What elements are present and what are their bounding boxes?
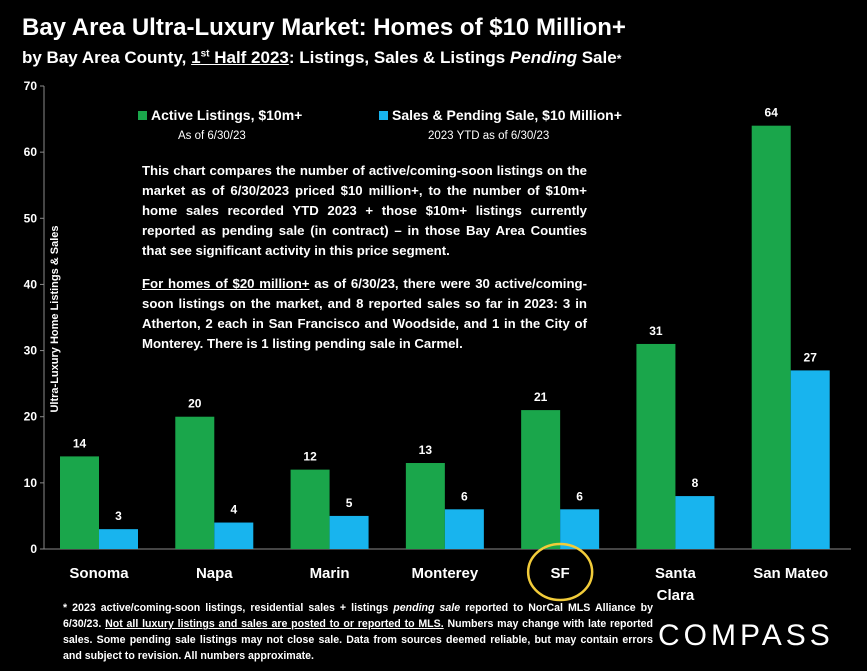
bar-active (636, 343, 676, 549)
y-tick-label: 60 (24, 145, 38, 159)
annotation-underlined: For homes of $20 million+ (142, 276, 310, 291)
footnote-c: reported to NorCal MLS Alliance by 6/30/… (63, 602, 653, 630)
chart-title: Bay Area Ultra-Luxury Market: Homes of $… (22, 14, 626, 41)
x-tick-label: Santa (655, 565, 697, 582)
y-tick-label: 70 (24, 79, 38, 93)
data-label: 31 (649, 324, 663, 338)
y-tick-label: 20 (24, 410, 38, 424)
data-label: 6 (576, 489, 583, 503)
data-label: 3 (115, 509, 122, 523)
annotation-paragraph-2: For homes of $20 million+ as of 6/30/23,… (142, 274, 587, 354)
bar-sales (790, 370, 830, 549)
annotation-paragraph-1: This chart compares the number of active… (142, 163, 587, 258)
legend-note-sales: 2023 YTD as of 6/30/23 (428, 130, 550, 142)
bar-active (60, 456, 99, 549)
y-tick-label: 30 (24, 344, 38, 358)
x-tick-label: San Mateo (753, 565, 828, 582)
x-tick-label: Marin (310, 565, 350, 582)
data-label: 27 (804, 350, 818, 364)
data-label: 14 (73, 436, 87, 450)
bar-active (290, 469, 330, 549)
bar-sales (214, 522, 254, 549)
data-label: 13 (419, 443, 433, 457)
data-label: 8 (692, 476, 699, 490)
data-label: 64 (765, 106, 779, 120)
bar-sales (329, 515, 369, 549)
bar-sales (675, 496, 715, 549)
subtitle-asterisk: * (616, 52, 622, 66)
subtitle-half-num: 1 (191, 48, 201, 67)
data-label: 20 (188, 397, 202, 411)
legend-label-sales: Sales & Pending Sale, $10 Million+ (392, 107, 622, 123)
subtitle-half-sup: st (200, 48, 210, 60)
legend-swatch-active (138, 110, 147, 120)
annotation-text: This chart compares the number of active… (142, 161, 587, 367)
footnote-b: pending sale (393, 602, 461, 614)
bar-active (521, 410, 561, 549)
bar-sales (560, 509, 600, 549)
subtitle-part2: : Listings, Sales & Listings (288, 48, 510, 67)
x-tick-label: SF (551, 565, 570, 582)
bar-active (175, 416, 215, 549)
x-tick-label: Sonoma (69, 565, 129, 582)
x-tick-label: Clara (657, 587, 695, 604)
bar-active (751, 125, 791, 549)
bar-sales (444, 509, 484, 549)
y-tick-label: 10 (24, 476, 38, 490)
data-label: 21 (534, 390, 548, 404)
data-label: 4 (230, 503, 237, 517)
subtitle-half-rest: Half 2023 (209, 48, 289, 67)
y-tick-label: 0 (30, 542, 37, 556)
x-tick-label: Monterey (412, 565, 479, 582)
compass-logo: COMPASS (658, 619, 834, 652)
subtitle-part3: Sale (576, 48, 617, 67)
footnote: * 2023 active/coming-soon listings, resi… (63, 600, 653, 664)
data-label: 12 (303, 450, 317, 464)
bar-active (405, 463, 445, 549)
data-label: 5 (346, 496, 353, 510)
highlight-circle (526, 542, 594, 602)
y-tick-label: 40 (24, 277, 38, 291)
subtitle-pending: Pending (509, 48, 577, 67)
footnote-d: Not all luxury listings and sales are po… (105, 618, 444, 630)
chart-subtitle: by Bay Area County, 1st Half 2023: Listi… (22, 48, 621, 68)
y-axis-label: Ultra-Luxury Home Listings & Sales (49, 225, 61, 412)
x-tick-label: Napa (196, 565, 233, 582)
subtitle-half: 1st Half 2023 (191, 48, 289, 67)
legend-item-active: Active Listings, $10m+ (138, 107, 302, 123)
legend-label-active: Active Listings, $10m+ (151, 107, 303, 123)
annotation-rest: as of 6/30/23, there were 30 active/comi… (142, 276, 587, 351)
y-tick-label: 50 (24, 211, 38, 225)
data-label: 6 (461, 489, 468, 503)
legend-note-active: As of 6/30/23 (178, 130, 246, 142)
bar-sales (99, 529, 138, 549)
footnote-a: * 2023 active/coming-soon listings, resi… (63, 602, 394, 614)
footnote-e: Numbers may change with late reported sa… (63, 618, 654, 662)
legend-item-sales: Sales & Pending Sale, $10 Million+ (379, 107, 622, 123)
subtitle-part1: by Bay Area County, (22, 48, 192, 67)
legend-swatch-sales (379, 110, 388, 120)
